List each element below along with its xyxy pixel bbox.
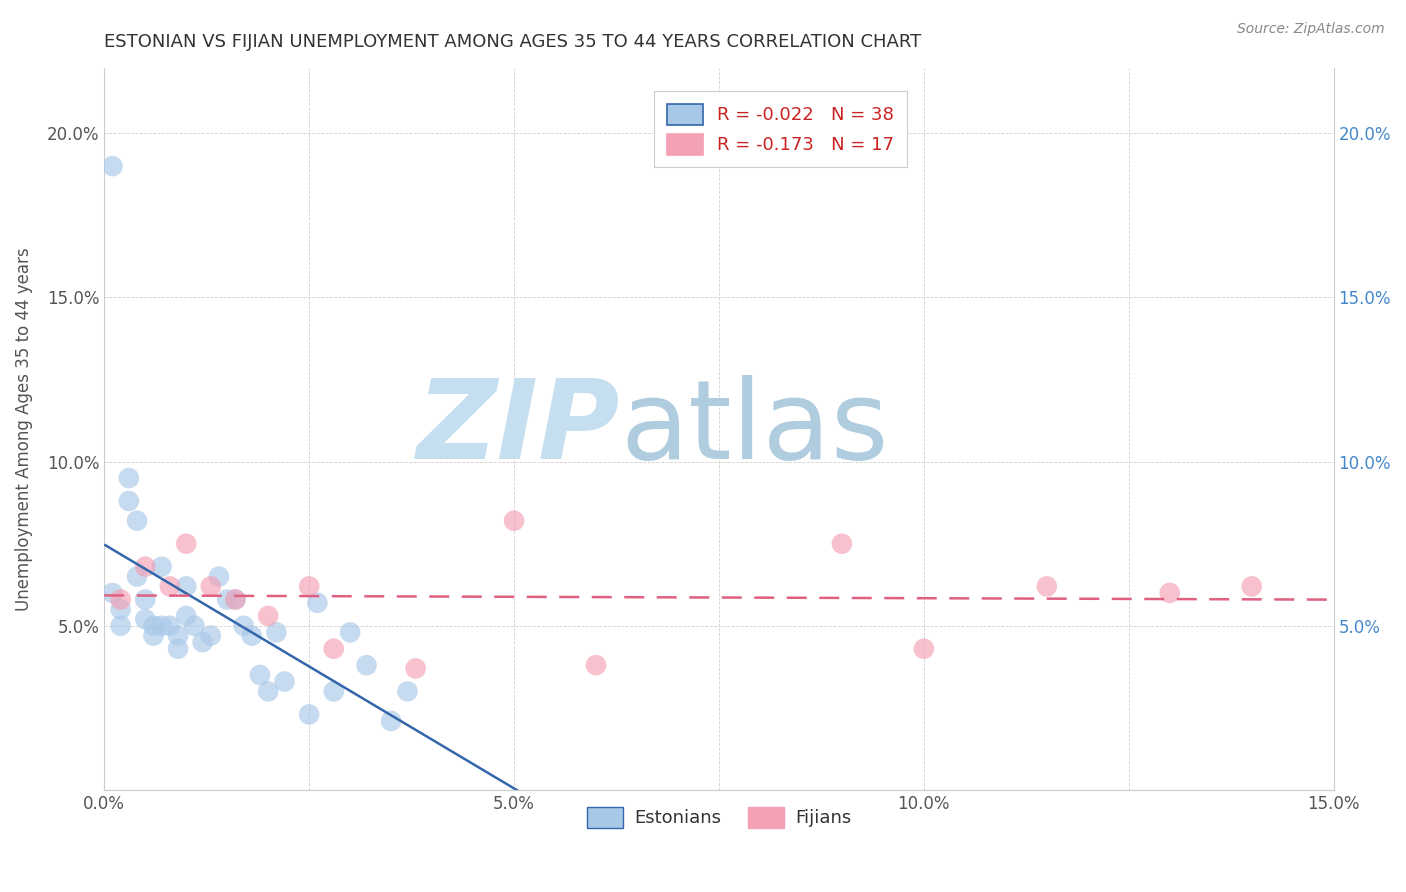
- Point: [1240, 579, 1263, 593]
- Point: [396, 684, 419, 698]
- Point: [912, 641, 935, 656]
- Point: [298, 707, 321, 722]
- Point: [142, 619, 165, 633]
- Point: [380, 714, 402, 728]
- Point: [232, 619, 254, 633]
- Point: [174, 579, 197, 593]
- Point: [831, 537, 853, 551]
- Text: atlas: atlas: [620, 376, 889, 483]
- Point: [118, 494, 141, 508]
- Point: [356, 658, 378, 673]
- Point: [200, 629, 222, 643]
- Point: [110, 592, 132, 607]
- Point: [150, 619, 173, 633]
- Point: [200, 579, 222, 593]
- Point: [208, 569, 231, 583]
- Point: [159, 619, 181, 633]
- Text: ESTONIAN VS FIJIAN UNEMPLOYMENT AMONG AGES 35 TO 44 YEARS CORRELATION CHART: ESTONIAN VS FIJIAN UNEMPLOYMENT AMONG AG…: [104, 33, 921, 51]
- Point: [191, 635, 214, 649]
- Point: [134, 612, 156, 626]
- Point: [249, 668, 271, 682]
- Point: [224, 592, 246, 607]
- Point: [125, 569, 148, 583]
- Point: [118, 471, 141, 485]
- Point: [134, 592, 156, 607]
- Point: [1159, 586, 1181, 600]
- Point: [405, 661, 427, 675]
- Point: [134, 559, 156, 574]
- Text: ZIP: ZIP: [418, 376, 620, 483]
- Point: [298, 579, 321, 593]
- Point: [240, 629, 263, 643]
- Point: [125, 514, 148, 528]
- Point: [110, 619, 132, 633]
- Point: [339, 625, 361, 640]
- Point: [101, 159, 124, 173]
- Point: [167, 641, 190, 656]
- Point: [257, 684, 280, 698]
- Point: [266, 625, 288, 640]
- Y-axis label: Unemployment Among Ages 35 to 44 years: Unemployment Among Ages 35 to 44 years: [15, 247, 32, 611]
- Legend: Estonians, Fijians: Estonians, Fijians: [579, 800, 858, 835]
- Point: [217, 592, 239, 607]
- Point: [150, 559, 173, 574]
- Point: [503, 514, 526, 528]
- Point: [322, 684, 344, 698]
- Text: Source: ZipAtlas.com: Source: ZipAtlas.com: [1237, 22, 1385, 37]
- Point: [307, 596, 329, 610]
- Point: [167, 629, 190, 643]
- Point: [159, 579, 181, 593]
- Point: [224, 592, 246, 607]
- Point: [183, 619, 205, 633]
- Point: [257, 608, 280, 623]
- Point: [110, 602, 132, 616]
- Point: [174, 608, 197, 623]
- Point: [585, 658, 607, 673]
- Point: [1036, 579, 1059, 593]
- Point: [142, 629, 165, 643]
- Point: [322, 641, 344, 656]
- Point: [174, 537, 197, 551]
- Point: [101, 586, 124, 600]
- Point: [273, 674, 295, 689]
